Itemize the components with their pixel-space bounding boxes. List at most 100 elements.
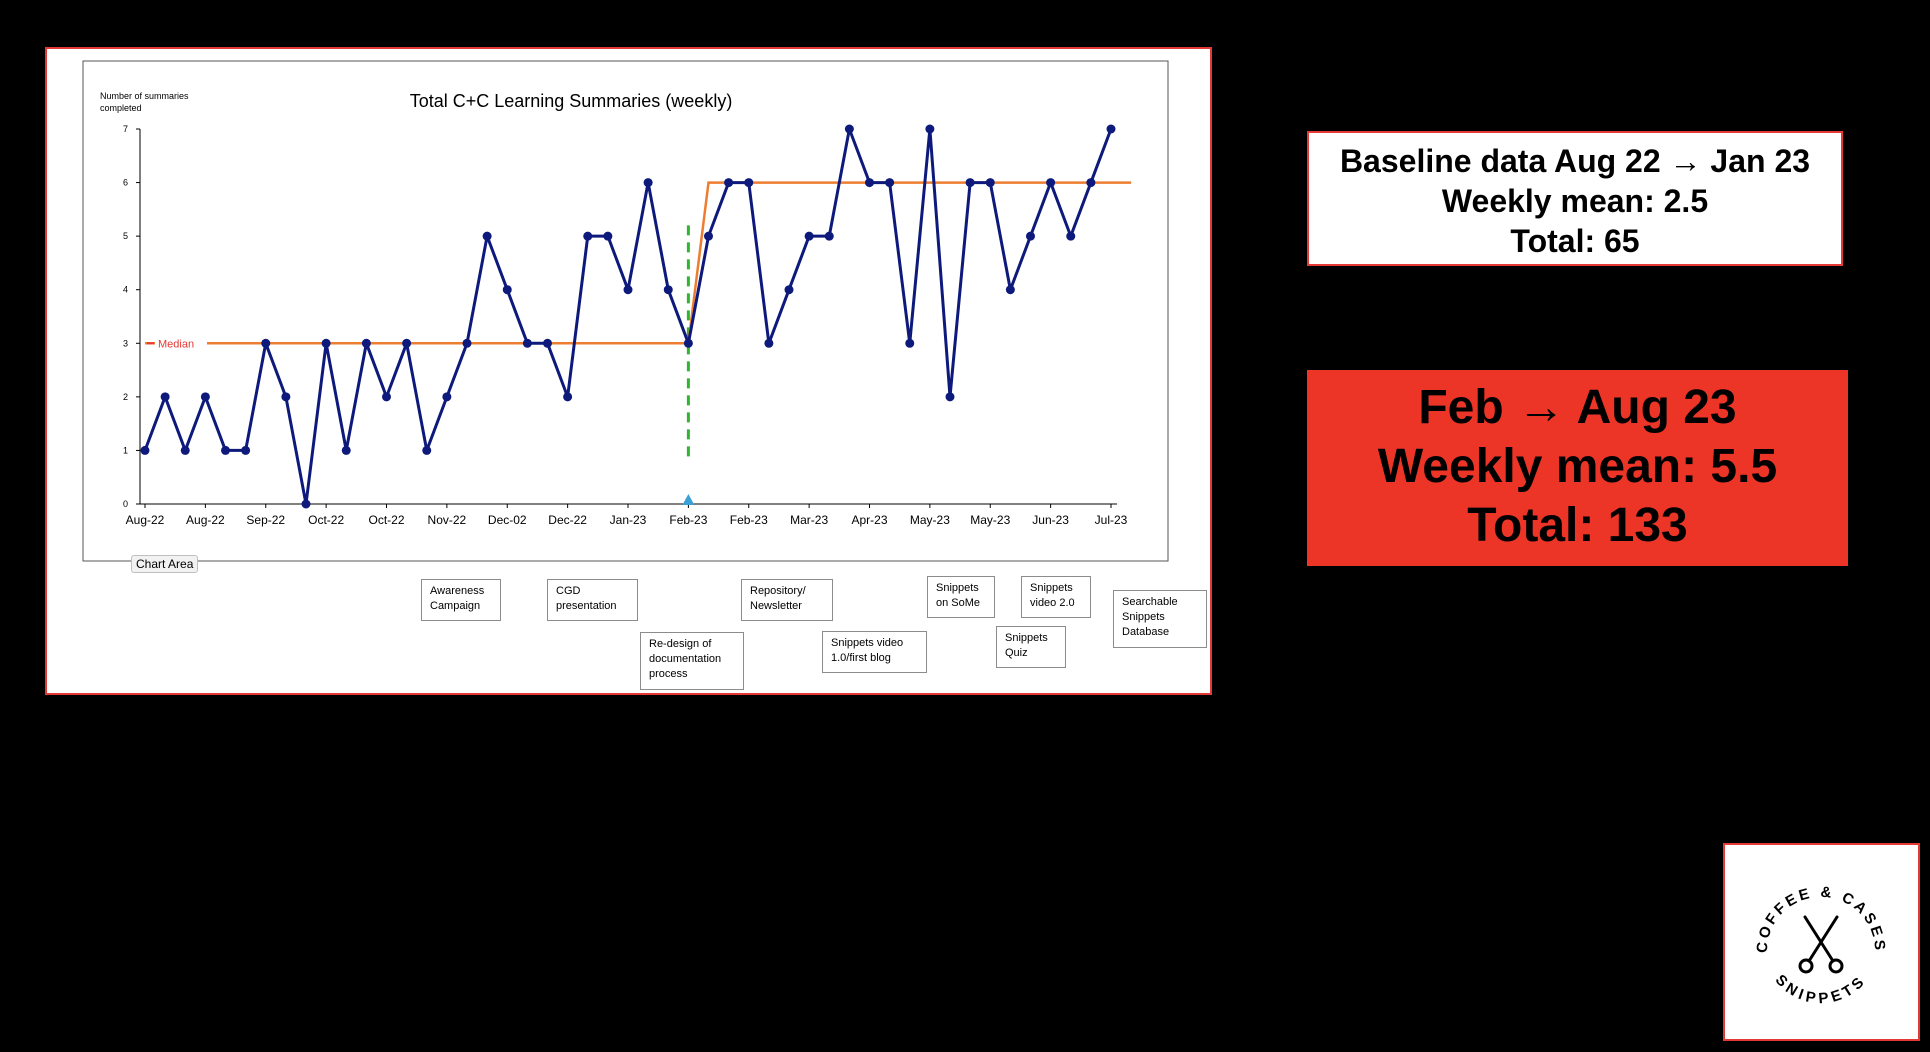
annotation-repository: Repository/ Newsletter: [741, 579, 833, 621]
data-point: [603, 231, 613, 241]
y-ticks: 0 1 2 3 4 5 6 7: [123, 124, 140, 509]
y-tick-label: 4: [123, 285, 128, 295]
chart-panel: Total C+C Learning Summaries (weekly) Nu…: [45, 47, 1212, 695]
data-point: [643, 178, 653, 188]
data-point: [623, 285, 633, 295]
data-point: [965, 178, 975, 188]
x-tick-label: Aug-22: [126, 513, 165, 527]
post-total: Total: 133: [1467, 499, 1688, 552]
x-tick-label: Apr-23: [851, 513, 887, 527]
data-point: [764, 338, 774, 348]
change-marker-icon: [682, 494, 695, 505]
annotation-line: Snippets: [1005, 632, 1048, 644]
x-tick-label: Jun-23: [1032, 513, 1069, 527]
data-point: [341, 445, 351, 455]
annotation-line: Re-design of: [649, 638, 712, 650]
x-tick-label: Aug-22: [186, 513, 225, 527]
y-tick-label: 3: [123, 338, 128, 348]
data-point: [160, 392, 170, 402]
annotation-line: Quiz: [1005, 647, 1028, 659]
y-tick-label: 2: [123, 392, 128, 402]
data-point: [683, 338, 693, 348]
y-axis-label: Number of summaries: [100, 91, 189, 101]
series-points: [140, 124, 1116, 509]
x-tick-label: Feb-23: [730, 513, 768, 527]
x-tick-label: May-23: [970, 513, 1010, 527]
x-tick-label: Sep-22: [246, 513, 285, 527]
annotation-line: presentation: [556, 600, 617, 612]
baseline-period: Baseline data Aug 22 → Jan 23: [1339, 143, 1811, 179]
chart-area-tooltip: Chart Area: [131, 555, 199, 573]
data-point: [200, 392, 210, 402]
data-point: [885, 178, 895, 188]
annotation-line: Snippets: [1122, 611, 1165, 623]
chart-title: Total C+C Learning Summaries (weekly): [410, 91, 733, 111]
data-point: [1066, 231, 1076, 241]
data-point: [804, 231, 814, 241]
data-point: [704, 231, 713, 241]
data-point: [1106, 124, 1116, 134]
data-point: [563, 392, 573, 402]
median-label-bg: [155, 335, 207, 352]
data-point: [945, 392, 955, 402]
data-point: [1086, 178, 1096, 188]
annotation-line: Newsletter: [750, 600, 802, 612]
annotation-some: Snippets on SoMe: [927, 576, 995, 618]
coffee-cases-snippets-logo: COFFEE & CASES SNIPPETS: [1723, 843, 1920, 1041]
data-point: [321, 338, 331, 348]
annotation-line: Snippets video: [831, 637, 904, 649]
annotation-line: documentation: [649, 653, 722, 665]
x-tick-label: Oct-22: [368, 513, 404, 527]
annotation-video2: Snippets video 2.0: [1021, 576, 1091, 618]
y-tick-label: 5: [123, 231, 128, 241]
x-tick-label: Jan-23: [610, 513, 647, 527]
annotation-line: video 2.0: [1030, 597, 1075, 609]
median-label: Median: [158, 338, 194, 350]
annotation-redesign: Re-design of documentation process: [640, 632, 744, 690]
annotation-line: Repository/: [750, 585, 806, 597]
annotation-line: Database: [1122, 626, 1170, 638]
run-chart: Total C+C Learning Summaries (weekly) Nu…: [82, 60, 1169, 562]
data-point: [1026, 231, 1035, 241]
baseline-summary-box: Baseline data Aug 22 → Jan 23 Weekly mea…: [1307, 131, 1843, 266]
data-point: [402, 338, 412, 348]
annotation-cgd: CGD presentation: [547, 579, 638, 621]
data-point: [724, 178, 734, 188]
post-weekly-mean: Weekly mean: 5.5: [1377, 440, 1778, 493]
y-tick-label: 7: [123, 124, 128, 134]
y-tick-label: 1: [123, 445, 128, 455]
data-point: [382, 392, 391, 402]
annotation-awareness: Awareness Campaign: [421, 579, 501, 621]
data-point: [482, 231, 492, 241]
annotation-line: 1.0/first blog: [831, 652, 891, 664]
data-point: [180, 445, 190, 455]
data-point: [583, 231, 593, 241]
annotation-line: Snippets: [936, 582, 979, 594]
data-point: [140, 445, 150, 455]
annotation-line: process: [649, 668, 688, 680]
x-tick-label: Nov-22: [428, 513, 467, 527]
annotation-video1: Snippets video 1.0/first blog: [822, 631, 927, 673]
series-line: [143, 127, 1113, 506]
data-point: [502, 285, 512, 295]
data-point: [422, 445, 432, 455]
data-point: [442, 392, 452, 402]
data-point: [824, 231, 834, 241]
x-tick-label: Feb-23: [669, 513, 707, 527]
data-point: [784, 285, 794, 295]
annotation-line: Campaign: [430, 600, 481, 612]
data-point: [281, 392, 291, 402]
y-axis-label-line2: completed: [100, 103, 142, 113]
baseline-total: Total: 65: [1510, 223, 1640, 259]
plot-border: [82, 60, 1169, 562]
baseline-weekly-mean: Weekly mean: 2.5: [1441, 183, 1709, 219]
series-polyline: [143, 127, 1113, 506]
data-point: [261, 338, 271, 348]
data-point: [744, 178, 754, 188]
data-point: [905, 338, 915, 348]
x-tick-label: Oct-22: [308, 513, 344, 527]
data-point: [844, 124, 854, 134]
x-tick-label: May-23: [910, 513, 950, 527]
median-line: [145, 181, 1132, 345]
x-tick-label: Mar-23: [790, 513, 828, 527]
